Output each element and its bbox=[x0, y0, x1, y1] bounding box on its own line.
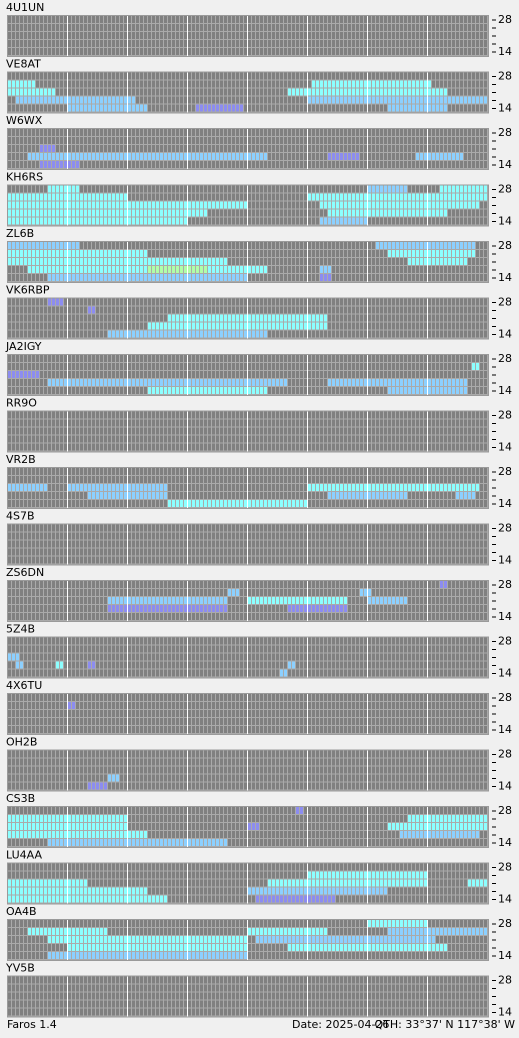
grid-border bbox=[7, 919, 489, 961]
grid-border bbox=[7, 749, 489, 792]
band-top-label: 28 bbox=[498, 522, 512, 535]
station-name: KH6RS bbox=[6, 171, 43, 184]
station-name: VR2B bbox=[6, 453, 36, 466]
band-top-label: 28 bbox=[498, 861, 512, 874]
grid-border bbox=[7, 184, 489, 227]
station-name: ZL6B bbox=[6, 227, 34, 240]
band-bottom-label: 14 bbox=[498, 271, 512, 284]
qth: QTH: 33°37' N 117°38' W bbox=[375, 1018, 516, 1031]
station-name: 4U1UN bbox=[6, 1, 44, 14]
band-top-label: 28 bbox=[498, 70, 512, 83]
band-top-label: 28 bbox=[498, 296, 512, 309]
grid-border bbox=[7, 975, 489, 1018]
band-bottom-label: 14 bbox=[498, 780, 512, 793]
station-name: YV5B bbox=[5, 962, 35, 975]
band-bottom-label: 14 bbox=[498, 328, 512, 341]
grid-border bbox=[7, 15, 489, 57]
band-bottom-label: 14 bbox=[498, 102, 512, 115]
band-top-label: 28 bbox=[498, 974, 512, 987]
band-bottom-label: 14 bbox=[498, 215, 512, 228]
band-top-label: 28 bbox=[498, 126, 512, 139]
grid-border bbox=[7, 467, 489, 509]
band-bottom-label: 14 bbox=[498, 158, 512, 171]
station-name: OA4B bbox=[6, 905, 37, 918]
band-bottom-label: 14 bbox=[498, 441, 512, 454]
station-name: 4S7B bbox=[6, 510, 35, 523]
band-bottom-label: 14 bbox=[498, 893, 512, 906]
grid-border bbox=[7, 71, 489, 114]
band-top-label: 28 bbox=[498, 13, 512, 26]
date: Date: 2025-04-26 bbox=[292, 1018, 389, 1031]
band-bottom-label: 14 bbox=[498, 384, 512, 397]
band-top-label: 28 bbox=[498, 804, 512, 817]
band-bottom-label: 14 bbox=[498, 610, 512, 623]
grid-border bbox=[7, 128, 489, 170]
band-top-label: 28 bbox=[498, 748, 512, 761]
band-top-label: 28 bbox=[498, 409, 512, 422]
grid-border bbox=[7, 354, 489, 396]
grid-border bbox=[7, 241, 489, 283]
grid-border bbox=[7, 297, 489, 340]
band-top-label: 28 bbox=[498, 917, 512, 930]
band-bottom-label: 14 bbox=[498, 1006, 512, 1019]
band-top-label: 28 bbox=[498, 578, 512, 591]
grid-border bbox=[7, 636, 489, 679]
band-top-label: 28 bbox=[498, 465, 512, 478]
band-bottom-label: 14 bbox=[498, 949, 512, 962]
band-bottom-label: 14 bbox=[498, 836, 512, 849]
grid-border bbox=[7, 862, 489, 905]
band-top-label: 28 bbox=[498, 635, 512, 648]
grid-border bbox=[7, 523, 489, 566]
grid-border bbox=[7, 580, 489, 622]
station-name: LU4AA bbox=[6, 849, 42, 862]
station-name: W6WX bbox=[6, 114, 43, 127]
station-name: 5Z4B bbox=[6, 623, 35, 636]
station-name: 4X6TU bbox=[6, 679, 42, 692]
band-top-label: 28 bbox=[498, 691, 512, 704]
grid-border bbox=[7, 693, 489, 735]
band-bottom-label: 14 bbox=[498, 667, 512, 680]
station-name: CS3B bbox=[6, 792, 35, 805]
station-name: RR9O bbox=[6, 397, 37, 410]
band-bottom-label: 14 bbox=[498, 45, 512, 58]
app-version: Faros 1.4 bbox=[7, 1018, 57, 1031]
station-name: VE8AT bbox=[6, 58, 41, 71]
band-top-label: 28 bbox=[498, 183, 512, 196]
station-name: VK6RBP bbox=[6, 284, 50, 297]
band-bottom-label: 14 bbox=[498, 554, 512, 567]
station-name: ZS6DN bbox=[6, 566, 44, 579]
band-bottom-label: 14 bbox=[498, 723, 512, 736]
band-top-label: 28 bbox=[498, 239, 512, 252]
station-name: JA2IGY bbox=[5, 340, 42, 353]
band-bottom-label: 14 bbox=[498, 497, 512, 510]
grid-border bbox=[7, 806, 489, 848]
grid-border bbox=[7, 410, 489, 453]
band-top-label: 28 bbox=[498, 352, 512, 365]
station-name: OH2B bbox=[6, 736, 37, 749]
